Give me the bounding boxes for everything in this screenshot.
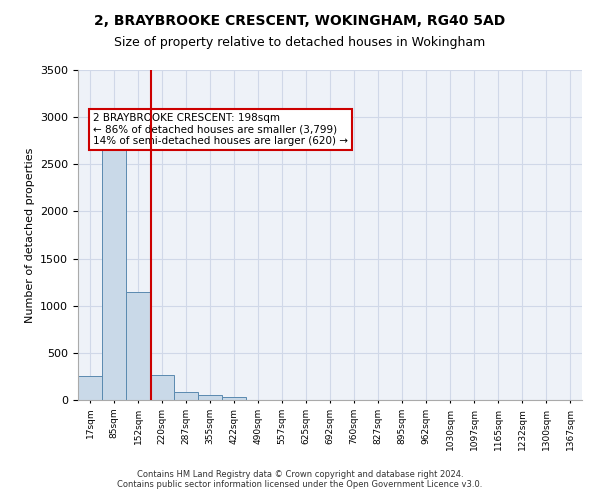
Y-axis label: Number of detached properties: Number of detached properties	[25, 148, 35, 322]
Bar	[78, 376, 102, 400]
Bar	[102, 150, 126, 400]
Text: Size of property relative to detached houses in Wokingham: Size of property relative to detached ho…	[115, 36, 485, 49]
Bar	[126, 292, 150, 400]
Bar	[150, 374, 174, 400]
Text: 2, BRAYBROOKE CRESCENT, WOKINGHAM, RG40 5AD: 2, BRAYBROOKE CRESCENT, WOKINGHAM, RG40 …	[94, 14, 506, 28]
Bar	[222, 397, 246, 400]
Text: 2 BRAYBROOKE CRESCENT: 198sqm
← 86% of detached houses are smaller (3,799)
14% o: 2 BRAYBROOKE CRESCENT: 198sqm ← 86% of d…	[93, 113, 348, 146]
Bar	[198, 395, 222, 400]
Text: Contains HM Land Registry data © Crown copyright and database right 2024.
Contai: Contains HM Land Registry data © Crown c…	[118, 470, 482, 489]
Bar	[174, 392, 198, 400]
